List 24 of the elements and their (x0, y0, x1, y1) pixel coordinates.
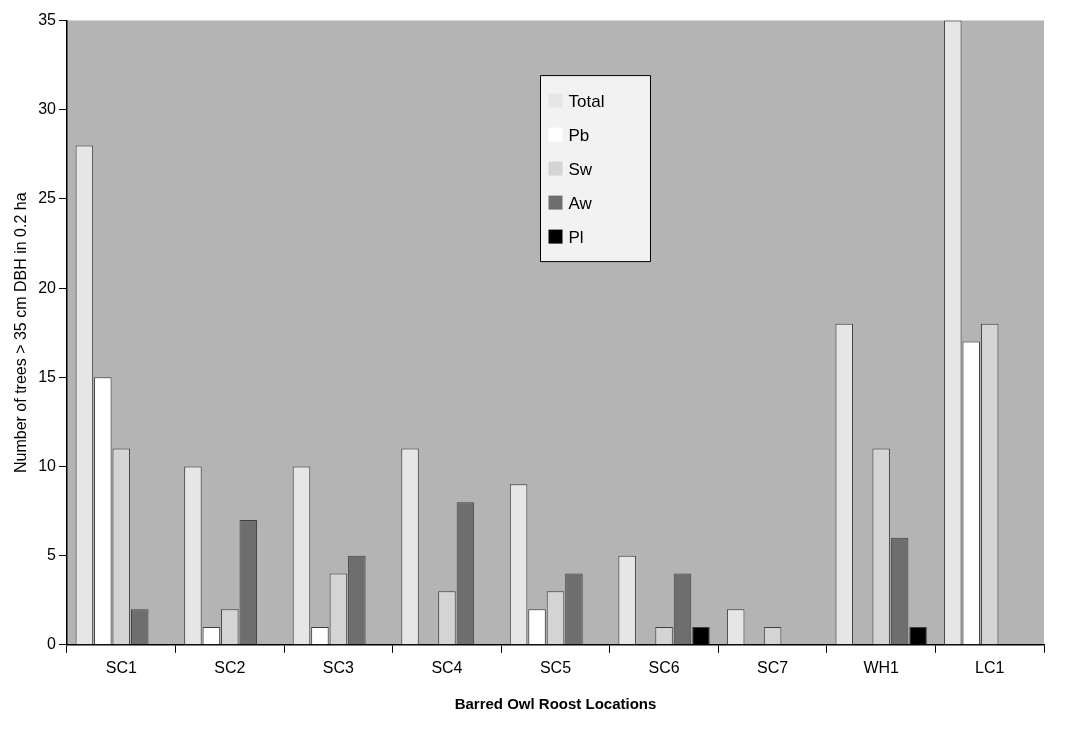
y-tick-label: 5 (47, 546, 57, 564)
legend-label: Total (568, 92, 605, 112)
x-tick-label: WH1 (863, 658, 900, 676)
x-axis-title: Barred Owl Roost Locations (454, 695, 657, 713)
x-tick-label: SC3 (322, 658, 355, 676)
legend-label: Sw (568, 160, 593, 180)
x-tick-label: SC6 (648, 658, 680, 676)
x-tick-label: SC5 (539, 658, 572, 676)
x-tick-label: SC1 (105, 658, 137, 676)
y-tick-label: 10 (38, 456, 57, 474)
y-tick-label: 35 (38, 11, 57, 29)
legend-label: Aw (568, 194, 593, 214)
y-tick-label: 20 (38, 278, 57, 296)
x-tick-label: SC2 (214, 658, 246, 676)
x-tick-label: SC4 (431, 658, 463, 676)
x-tick-label: LC1 (975, 658, 1005, 676)
y-tick-label: 25 (38, 189, 57, 207)
legend-label: Pb (568, 126, 590, 146)
y-tick-label: 30 (38, 100, 57, 118)
x-tick-label: SC7 (757, 658, 789, 676)
y-axis-title: Number of trees > 35 cm DBH in 0.2 ha (12, 192, 30, 473)
y-tick-label: 15 (38, 367, 57, 385)
legend-label: Pl (568, 228, 584, 248)
y-tick-label: 0 (47, 635, 57, 653)
